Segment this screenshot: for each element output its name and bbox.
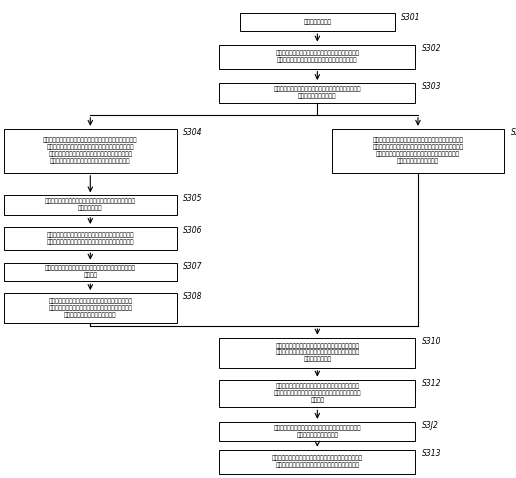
FancyBboxPatch shape — [219, 44, 415, 69]
Text: S313: S313 — [422, 449, 441, 458]
FancyBboxPatch shape — [219, 380, 415, 407]
Text: S310: S310 — [422, 337, 441, 346]
Text: S301: S301 — [401, 12, 421, 22]
Text: S305: S305 — [183, 195, 202, 204]
Text: 获取待识别的目标车辆对应的所述第一帧的距离信息和所
述第二帧的停靠位置信息: 获取待识别的目标车辆对应的所述第一帧的距离信息和所 述第二帧的停靠位置信息 — [273, 87, 361, 99]
Text: S302: S302 — [422, 43, 441, 53]
Text: 基于预设像素度计算算法对所述第一关键点坐标信息及
所述第二关键点坐标信息进行计算，得到所述目标车辆
位的像素变化信息: 基于预设像素度计算算法对所述第一关键点坐标信息及 所述第二关键点坐标信息进行计算… — [276, 343, 359, 362]
Text: S308: S308 — [183, 292, 202, 301]
FancyBboxPatch shape — [219, 337, 415, 368]
Text: 将所述目标车辆对应的像素变化信息和距离信息标记为检
测到的目标车辆的特征信息: 将所述目标车辆对应的像素变化信息和距离信息标记为检 测到的目标车辆的特征信息 — [273, 425, 361, 438]
Text: 基于预设税务计算算法对所述第一关键点坐标信息所述
第二关键点坐标信息进行计算，得到所述目标车辆对应的
距点信息: 基于预设税务计算算法对所述第一关键点坐标信息所述 第二关键点坐标信息进行计算，得… — [273, 384, 361, 403]
Text: S306: S306 — [183, 226, 202, 235]
FancyBboxPatch shape — [240, 13, 395, 31]
Text: 将所述特征信息输入预先构建的防伪支持向量机模型进行处
理，得到所述目标车辆的防假的结果及其距离位置信息: 将所述特征信息输入预先构建的防伪支持向量机模型进行处 理，得到所述目标车辆的防假… — [272, 456, 363, 468]
Text: 基于所述第一关键点坐标信息确定所述第一阶位置信息的第
一角点特征信息: 基于所述第一关键点坐标信息确定所述第一阶位置信息的第 一角点特征信息 — [45, 199, 136, 211]
FancyBboxPatch shape — [4, 293, 176, 323]
Text: 当从所述第一段剪切图像信息中识别到第一帧信息起，并且
从所述第二帧的距离信息中识别到第二、序像订正时，送取
所述第一帧信息的第一关键点坐标信息，所述第二所像
信: 当从所述第一段剪切图像信息中识别到第一帧信息起，并且 从所述第二帧的距离信息中识… — [373, 138, 463, 164]
Text: 从所述初始位置信息中获取所述第二阶位置信息的第二角点
特征信息: 从所述初始位置信息中获取所述第二阶位置信息的第二角点 特征信息 — [45, 266, 136, 278]
FancyBboxPatch shape — [219, 450, 415, 474]
Text: S312: S312 — [422, 379, 441, 388]
FancyBboxPatch shape — [219, 83, 415, 103]
Text: S307: S307 — [183, 262, 202, 271]
Text: S303: S303 — [422, 82, 441, 91]
Text: 当从所述第一帧剪切图像信息中识别到第一消图像信息，并且
从所述第二帧的距离信息中识别到第二消图像信息时，从
取所述第二帧信息的第一关键点坐标位置，将述第一帧
图: 当从所述第一帧剪切图像信息中识别到第一消图像信息，并且 从所述第二帧的距离信息中… — [43, 138, 138, 164]
Text: 基于所述样本车辆的特征信息和防伪复标参对找到对文
档信息进行调频，得到找到本数据的支持向量机投影: 基于所述样本车辆的特征信息和防伪复标参对找到对文 档信息进行调频，得到找到本数据… — [276, 50, 359, 63]
FancyBboxPatch shape — [219, 422, 415, 441]
Text: S304: S304 — [183, 128, 202, 137]
Text: 接收调取任务请求: 接收调取任务请求 — [303, 20, 331, 25]
FancyBboxPatch shape — [332, 129, 505, 173]
Text: 基于所述第一关键点坐标信息，所述车辆尺寸信息及所述
图像帧间信息，确定所述第二阶位置信息的初始位置信息: 基于所述第一关键点坐标信息，所述车辆尺寸信息及所述 图像帧间信息，确定所述第二阶… — [46, 232, 134, 245]
FancyBboxPatch shape — [4, 196, 176, 215]
Text: 对所述第一可点特征信息和所述第二阶次特征信息进行
匹配，得到匹配结果，基于所述匹配结果确定所述第二
阶位置信息的第二关键点坐标信息: 对所述第一可点特征信息和所述第二阶次特征信息进行 匹配，得到匹配结果，基于所述匹… — [49, 298, 132, 318]
FancyBboxPatch shape — [4, 263, 176, 281]
FancyBboxPatch shape — [4, 129, 176, 173]
Text: S309: S309 — [511, 128, 516, 137]
FancyBboxPatch shape — [4, 227, 176, 250]
Text: S3J2: S3J2 — [422, 421, 439, 430]
